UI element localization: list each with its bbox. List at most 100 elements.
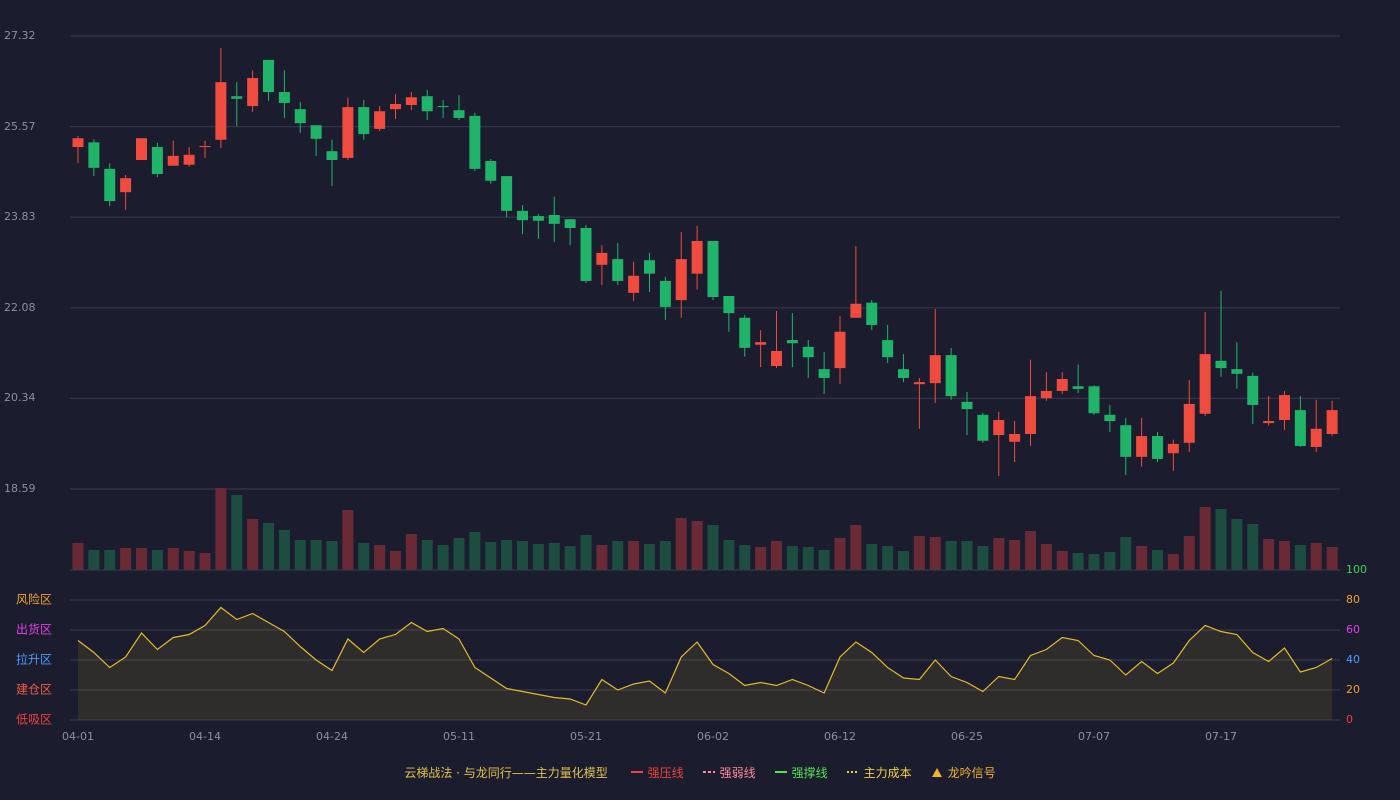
x-tick-label: 05-11 bbox=[443, 730, 475, 743]
volume-bar bbox=[405, 534, 417, 570]
legend-label: 龙吟信号 bbox=[947, 766, 996, 780]
candle-body bbox=[1294, 410, 1306, 446]
legend-item: 龙吟信号 bbox=[930, 766, 996, 780]
volume-bar bbox=[231, 495, 243, 570]
candle-body bbox=[1104, 414, 1116, 422]
candle-body bbox=[1152, 436, 1163, 459]
volume-bar bbox=[580, 535, 592, 570]
volume-bar bbox=[1120, 537, 1132, 570]
candle-body bbox=[1040, 390, 1052, 399]
volume-bar bbox=[548, 543, 560, 570]
y2-tick-label: 0 bbox=[1346, 713, 1353, 726]
y2-tick-label: 20 bbox=[1346, 683, 1360, 696]
volume-bar bbox=[834, 538, 846, 570]
volume-bar bbox=[437, 545, 449, 570]
candle-body bbox=[866, 302, 878, 326]
candle-body bbox=[517, 210, 528, 221]
volume-bar bbox=[532, 544, 544, 570]
candle-body bbox=[326, 151, 338, 161]
oscillator-line bbox=[77, 606, 1333, 706]
volume-bar bbox=[1167, 554, 1179, 570]
candle-body bbox=[231, 96, 243, 99]
candle-body bbox=[358, 107, 370, 135]
candle-body bbox=[120, 178, 132, 193]
x-tick-label: 04-01 bbox=[62, 730, 94, 743]
legend-title: 云梯战法 · 与龙同行——主力量化模型 bbox=[404, 766, 608, 780]
candle-body bbox=[739, 317, 751, 348]
volume-bar bbox=[866, 544, 878, 570]
candle-body bbox=[151, 147, 163, 175]
y2-tick-label: 40 bbox=[1346, 653, 1360, 666]
legend-icon bbox=[702, 771, 715, 773]
volume-bar bbox=[421, 540, 433, 570]
candle-body bbox=[310, 125, 322, 139]
volume-bar bbox=[390, 551, 401, 570]
candle-body bbox=[263, 59, 274, 93]
candle-body bbox=[136, 138, 147, 161]
volume-bar bbox=[72, 543, 84, 570]
candle-body bbox=[88, 142, 100, 168]
candle-body bbox=[437, 106, 449, 108]
volume-bar bbox=[1104, 552, 1116, 570]
volume-bar bbox=[771, 541, 782, 570]
legend-item: 强压线 bbox=[630, 766, 684, 780]
candle-body bbox=[1136, 436, 1148, 457]
candle-body bbox=[596, 252, 608, 265]
candle-body bbox=[961, 401, 973, 410]
x-tick-label: 04-14 bbox=[189, 730, 221, 743]
volume-bar bbox=[1136, 546, 1148, 570]
volume-bar bbox=[945, 541, 957, 570]
legend-icon bbox=[630, 771, 643, 773]
candle-body bbox=[898, 369, 909, 378]
volume-bar bbox=[1183, 536, 1195, 570]
volume-bar bbox=[659, 541, 671, 570]
y2-tick-label: 60 bbox=[1346, 623, 1360, 636]
candle-body bbox=[1231, 369, 1243, 374]
candle-body bbox=[834, 331, 846, 369]
candle-body bbox=[294, 109, 306, 124]
volume-bar bbox=[564, 546, 576, 570]
x-tick-label: 07-07 bbox=[1078, 730, 1110, 743]
volume-bar bbox=[850, 525, 862, 570]
candle-body bbox=[1009, 433, 1021, 442]
x-tick-label: 07-17 bbox=[1205, 730, 1237, 743]
candle-body bbox=[501, 176, 513, 211]
volume-bar bbox=[1152, 550, 1163, 570]
volume-bar bbox=[247, 519, 259, 570]
volume-bar bbox=[675, 518, 687, 570]
volume-bar bbox=[183, 551, 195, 570]
candle-body bbox=[485, 161, 497, 181]
candle-body bbox=[1072, 386, 1084, 389]
volume-bar bbox=[898, 551, 909, 570]
volume-bar bbox=[104, 550, 116, 570]
volume-bar bbox=[739, 545, 751, 570]
volume-bar bbox=[294, 540, 306, 570]
volume-bar bbox=[374, 545, 386, 570]
candle-body bbox=[374, 111, 386, 129]
volume-bar bbox=[517, 541, 528, 570]
x-tick-label: 05-21 bbox=[570, 730, 602, 743]
candle-body bbox=[913, 382, 925, 385]
candle-body bbox=[945, 355, 957, 397]
candle-body bbox=[644, 260, 655, 274]
legend-label: 强撑线 bbox=[791, 766, 828, 780]
volume-bar bbox=[786, 546, 798, 570]
legend-icon bbox=[931, 768, 942, 777]
legend: 云梯战法 · 与龙同行——主力量化模型 强压线 强弱线 强撑线 主力成本 龙吟信号 bbox=[0, 764, 1400, 781]
legend-triangle bbox=[931, 768, 942, 777]
candle-body bbox=[755, 342, 767, 345]
candle-body bbox=[548, 215, 560, 224]
candle-body bbox=[104, 168, 116, 202]
volume-bar bbox=[215, 488, 227, 570]
volume-bar bbox=[1326, 547, 1338, 570]
volume-bar bbox=[1025, 531, 1036, 570]
volume-bar bbox=[120, 548, 132, 570]
volume-bar bbox=[1199, 507, 1211, 570]
legend-item: 强撑线 bbox=[774, 766, 828, 780]
zone-label: 出货区 bbox=[16, 622, 52, 637]
volume-bar bbox=[501, 540, 513, 570]
volume-bar bbox=[167, 548, 179, 570]
candle-body bbox=[1326, 410, 1338, 434]
legend-icon bbox=[846, 771, 859, 773]
